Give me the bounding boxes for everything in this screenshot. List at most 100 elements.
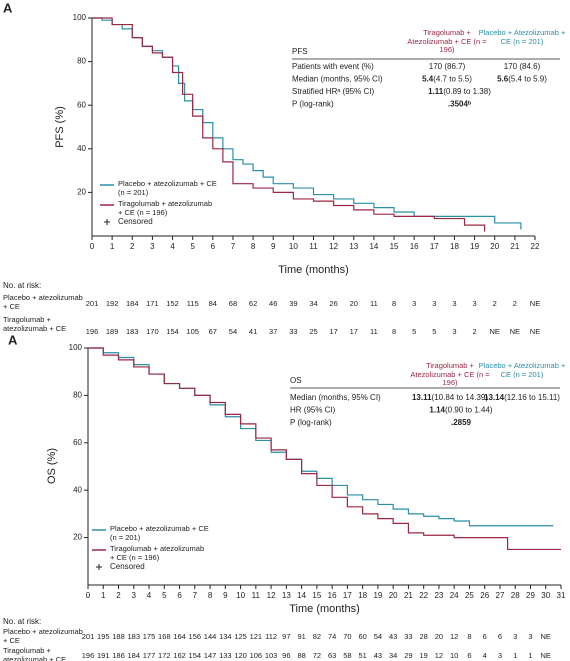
- x-tick-label: 11: [252, 591, 261, 600]
- at-risk-count: 74: [328, 632, 336, 641]
- at-risk-label-text: Tiragolumab + atezolizumab + CE: [3, 647, 67, 661]
- x-tick-label: 25: [465, 591, 474, 600]
- at-risk-count: 121: [250, 632, 263, 641]
- at-risk-count: 3: [473, 299, 477, 308]
- at-risk-count: 43: [389, 632, 397, 641]
- x-tick-label: 16: [410, 242, 419, 251]
- table-column-header-text: Placebo + Atezolizumab + CE (n = 201): [478, 362, 566, 379]
- at-risk-count: 6: [467, 651, 471, 660]
- x-tick-label: 6: [211, 242, 216, 251]
- table-column-header: Tiragolumab + Atezolizumab + CE (n = 196…: [410, 362, 489, 387]
- at-risk-count: NE: [530, 327, 540, 336]
- table-cell-bold: .3504ᵇ: [448, 100, 471, 109]
- table-cell: 170 (86.7): [429, 62, 466, 71]
- censor-icon: [104, 219, 110, 225]
- at-risk-count: 106: [250, 651, 263, 660]
- at-risk-count: 91: [297, 632, 305, 641]
- at-risk-count: 2: [473, 327, 477, 336]
- at-risk-count: 184: [126, 299, 139, 308]
- table-row-label: Median (months, 95% CI): [292, 75, 383, 84]
- at-risk-count: 105: [186, 327, 199, 336]
- x-tick-label: 11: [309, 242, 318, 251]
- y-tick-label: 100: [69, 343, 83, 352]
- x-tick-label: 12: [329, 242, 338, 251]
- legend-label: Censored: [118, 217, 153, 226]
- at-risk-count: 34: [309, 299, 317, 308]
- at-risk-count: 62: [249, 299, 257, 308]
- table-column-header: Placebo + Atezolizumab + CE (n = 201): [478, 29, 566, 46]
- at-risk-count: 177: [143, 651, 156, 660]
- table-row-label: P (log-rank): [292, 100, 334, 109]
- table-cell-text: (0.90 to 1.44): [445, 406, 493, 415]
- y-axis-label: OS (%): [46, 448, 58, 484]
- at-risk-count: 152: [166, 299, 179, 308]
- x-tick-label: 28: [511, 591, 520, 600]
- x-tick-label: 14: [369, 242, 378, 251]
- at-risk-count: 172: [158, 651, 171, 660]
- at-risk-label: Tiragolumab + atezolizumab + CE: [3, 647, 67, 661]
- at-risk-count: NE: [490, 327, 500, 336]
- x-tick-label: 2: [116, 591, 121, 600]
- table-cell-text: (12.16 to 15.11): [504, 393, 560, 402]
- table-row-label: P (log-rank): [290, 418, 332, 427]
- legend-label-text: Tiragolumab + atezolizumab + CE (n = 196…: [118, 200, 213, 217]
- at-risk-count: 6: [498, 632, 502, 641]
- y-tick-label: 20: [73, 533, 82, 542]
- x-tick-label: 8: [251, 242, 256, 251]
- at-risk-count: 34: [389, 651, 397, 660]
- at-risk-count: NE: [510, 327, 520, 336]
- panel-label: A: [3, 0, 13, 15]
- survival-curve: [92, 17, 486, 232]
- at-risk-label: Placebo + atezolizumab + CE: [3, 294, 83, 310]
- at-risk-count: 97: [282, 632, 290, 641]
- at-risk-count: 19: [420, 651, 428, 660]
- at-risk-count: 26: [329, 299, 337, 308]
- at-risk-count: 164: [173, 632, 186, 641]
- x-tick-label: 29: [526, 591, 535, 600]
- table-cell-text: 170 (86.7): [429, 62, 466, 71]
- x-tick-label: 10: [289, 242, 298, 251]
- x-tick-label: 1: [110, 242, 115, 251]
- at-risk-count: 10: [450, 651, 458, 660]
- x-tick-label: 22: [419, 591, 428, 600]
- table-title: PFS: [292, 47, 308, 56]
- table-cell: .2859: [451, 418, 472, 427]
- at-risk-count: 43: [374, 651, 382, 660]
- at-risk-count: 1: [528, 651, 532, 660]
- at-risk-count: 3: [528, 632, 532, 641]
- at-risk-count: 2: [493, 299, 497, 308]
- table-column-header-text: Placebo + Atezolizumab + CE (n = 201): [478, 29, 566, 46]
- at-risk-count: 60: [358, 632, 366, 641]
- at-risk-count: 196: [82, 651, 95, 660]
- x-tick-label: 23: [434, 591, 443, 600]
- y-tick-label: 80: [77, 57, 86, 66]
- y-axis-label: PFS (%): [54, 106, 66, 148]
- y-tick-label: 60: [77, 100, 86, 109]
- at-risk-count: 201: [82, 632, 95, 641]
- table-cell: 1.14(0.90 to 1.44): [429, 406, 493, 415]
- table-cell-bold: 1.14: [429, 406, 445, 415]
- x-tick-label: 4: [147, 591, 152, 600]
- table-cell: 5.4(4.7 to 5.5): [422, 75, 472, 84]
- table-column-header-text: Tiragolumab + Atezolizumab + CE (n = 196…: [407, 29, 487, 54]
- x-tick-label: 15: [312, 591, 321, 600]
- at-risk-count: 171: [146, 299, 159, 308]
- at-risk-count: 103: [265, 651, 278, 660]
- x-tick-label: 3: [150, 242, 155, 251]
- x-tick-label: 2: [130, 242, 135, 251]
- table-cell-text: 170 (84.6): [504, 62, 541, 71]
- x-tick-label: 14: [297, 591, 306, 600]
- table-cell-text: (4.7 to 5.5): [433, 75, 472, 84]
- at-risk-count: 12: [435, 651, 443, 660]
- at-risk-count: 191: [97, 651, 110, 660]
- x-tick-label: 6: [177, 591, 182, 600]
- x-tick-label: 15: [390, 242, 399, 251]
- at-risk-count: 39: [289, 299, 297, 308]
- table-row-label: Stratified HRᵃ (95% CI): [292, 87, 374, 96]
- at-risk-label: Placebo + atezolizumab + CE: [3, 628, 83, 644]
- at-risk-count: 162: [173, 651, 186, 660]
- at-risk-count: 37: [269, 327, 277, 336]
- table-cell: 5.6(5.4 to 5.9): [497, 75, 547, 84]
- at-risk-count: 88: [297, 651, 305, 660]
